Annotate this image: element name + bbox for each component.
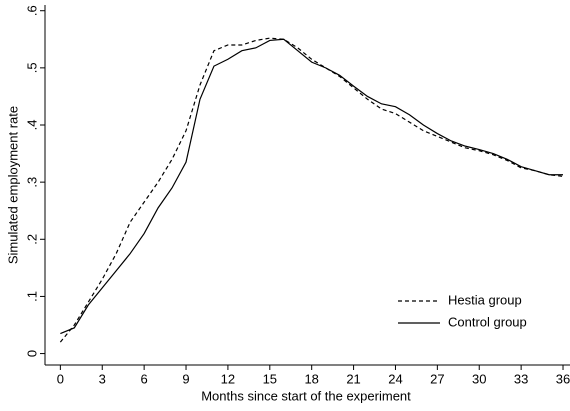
y-tick-label: .5 bbox=[24, 62, 39, 73]
x-tick-label: 6 bbox=[141, 371, 148, 386]
x-tick-label: 27 bbox=[430, 371, 444, 386]
y-tick-label: .2 bbox=[24, 234, 39, 245]
x-tick-label: 3 bbox=[99, 371, 106, 386]
y-tick-label: 0 bbox=[24, 350, 39, 357]
legend-label: Control group bbox=[448, 314, 527, 329]
y-tick-label: .1 bbox=[24, 291, 39, 302]
x-tick-label: 24 bbox=[388, 371, 402, 386]
x-axis-title: Months since start of the experiment bbox=[201, 388, 411, 403]
x-tick-label: 33 bbox=[514, 371, 528, 386]
legend-label: Hestia group bbox=[448, 292, 522, 307]
x-tick-label: 15 bbox=[263, 371, 277, 386]
line bbox=[59, 37, 564, 343]
y-tick-label: .3 bbox=[24, 177, 39, 188]
x-tick-label: 9 bbox=[182, 371, 189, 386]
x-tick-label: 36 bbox=[556, 371, 570, 386]
y-tick-label: .4 bbox=[24, 120, 39, 131]
x-tick-label: 30 bbox=[472, 371, 486, 386]
line bbox=[60, 38, 564, 335]
x-tick-label: 21 bbox=[346, 371, 360, 386]
x-tick-label: 18 bbox=[304, 371, 318, 386]
y-tick-label: .6 bbox=[24, 5, 39, 16]
x-tick-label: 0 bbox=[57, 371, 64, 386]
x-tick-label: 12 bbox=[221, 371, 235, 386]
y-axis-title: Simulated employment rate bbox=[5, 106, 20, 264]
